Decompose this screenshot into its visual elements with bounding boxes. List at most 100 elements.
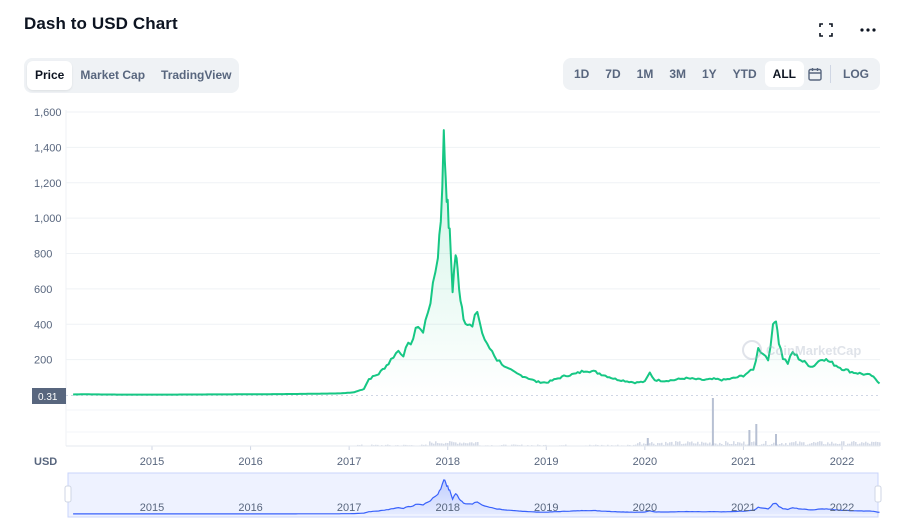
volume-bar — [663, 444, 665, 446]
volume-bar — [825, 444, 827, 446]
volume-bar — [589, 444, 591, 446]
range-1m[interactable]: 1M — [636, 67, 654, 81]
volume-bar — [829, 443, 831, 446]
volume-bar — [665, 441, 667, 446]
price-line — [73, 129, 881, 396]
volume-bar — [779, 444, 781, 446]
volume-bar — [679, 441, 681, 446]
range-all[interactable]: ALL — [764, 61, 804, 87]
volume-bar — [675, 441, 677, 446]
volume-bar — [431, 442, 433, 446]
log-toggle[interactable]: LOG — [843, 67, 869, 81]
navigator-left-handle[interactable] — [64, 485, 72, 503]
volume-bar — [849, 443, 851, 446]
y-tick-label: 600 — [34, 284, 52, 296]
navigator-tick-label: 2017 — [337, 502, 361, 514]
calendar-icon[interactable] — [804, 61, 826, 87]
volume-bar — [443, 443, 445, 446]
page-title: Dash to USD Chart — [24, 14, 178, 33]
volume-bar — [703, 442, 705, 446]
price-area — [73, 130, 880, 395]
volume-bar — [467, 443, 469, 446]
volume-bar — [741, 443, 743, 446]
volume-bar — [683, 443, 685, 446]
volume-bar — [873, 442, 875, 446]
volume-bar — [463, 442, 465, 446]
volume-bar — [761, 444, 763, 446]
tab-tradingview[interactable]: TradingView — [161, 68, 232, 82]
volume-bar — [699, 444, 701, 446]
x-tick-label: 2018 — [435, 456, 459, 468]
tab-price[interactable]: Price — [27, 61, 73, 90]
volume-bar — [711, 398, 714, 446]
volume-bar — [821, 441, 823, 446]
volume-bar — [517, 444, 519, 446]
volume-bar — [791, 442, 793, 446]
volume-bar — [781, 443, 783, 446]
x-tick-label: 2022 — [830, 456, 854, 468]
volume-bar — [521, 444, 523, 446]
volume-bar — [753, 441, 755, 446]
volume-bar — [767, 444, 769, 446]
volume-bar — [607, 444, 609, 446]
volume-bar — [835, 443, 837, 446]
volume-bar — [709, 442, 711, 446]
volume-bar — [617, 444, 619, 446]
volume-bar — [783, 444, 785, 446]
navigator-right-handle[interactable] — [874, 485, 882, 503]
navigator[interactable]: 2015 2016 2017 2018 2019 2020 2021 2022 — [64, 472, 882, 518]
fullscreen-icon[interactable] — [816, 20, 836, 40]
volume-bar — [691, 441, 693, 446]
volume-bar — [859, 443, 861, 446]
current-price-tag: 0.31 — [32, 388, 66, 404]
y-tick-label: 1,000 — [34, 213, 62, 225]
volume-bar — [797, 443, 799, 446]
volume-bar — [387, 444, 389, 446]
volume-bar — [515, 444, 517, 446]
y-tick-label: 1,600 — [34, 107, 62, 119]
volume-bar — [429, 441, 431, 446]
volume-bar — [473, 443, 475, 446]
volume-bar — [637, 443, 639, 446]
volume-bar — [371, 444, 373, 446]
volume-bar — [815, 442, 817, 446]
volume-bar — [771, 444, 773, 446]
volume-bar — [671, 441, 673, 446]
volume-bar — [693, 443, 695, 446]
more-icon[interactable] — [858, 20, 878, 40]
range-1d[interactable]: 1D — [573, 67, 590, 81]
volume-bar — [721, 444, 723, 446]
volume-bar — [595, 444, 597, 446]
volume-bar — [823, 444, 825, 446]
volume-bar — [657, 443, 659, 446]
range-ytd[interactable]: YTD — [732, 67, 757, 81]
y-tick-label: 400 — [34, 319, 52, 331]
volume-bar — [865, 441, 867, 446]
volume-bar — [465, 443, 467, 446]
range-tabs: 1D 7D 1M 3M 1Y YTD ALL LOG — [562, 58, 880, 90]
range-7d[interactable]: 7D — [605, 67, 621, 81]
volume-bar — [763, 443, 765, 446]
volume-bar — [537, 444, 539, 446]
range-3m[interactable]: 3M — [669, 67, 686, 81]
watermark: CoinMarketCap — [742, 340, 861, 360]
volume-bar — [565, 444, 567, 446]
volume-bar — [857, 444, 859, 446]
volume-bar — [673, 444, 675, 446]
volume-bar — [375, 444, 377, 446]
navigator-tick-label: 2015 — [140, 502, 164, 514]
volume-bar — [819, 441, 821, 446]
volume-bar — [861, 442, 863, 446]
volume-bar — [841, 441, 843, 446]
volume-bar — [385, 444, 387, 446]
tab-market-cap[interactable]: Market Cap — [80, 68, 146, 82]
volume-bar — [601, 444, 603, 446]
volume-bar — [423, 444, 425, 446]
volume-bar — [839, 443, 841, 446]
volume-bar — [717, 444, 719, 446]
volume-bar — [639, 442, 641, 446]
volume-bar — [505, 444, 507, 446]
range-1y[interactable]: 1Y — [701, 67, 717, 81]
volume-bar — [361, 444, 363, 446]
volume-bar — [421, 444, 423, 446]
